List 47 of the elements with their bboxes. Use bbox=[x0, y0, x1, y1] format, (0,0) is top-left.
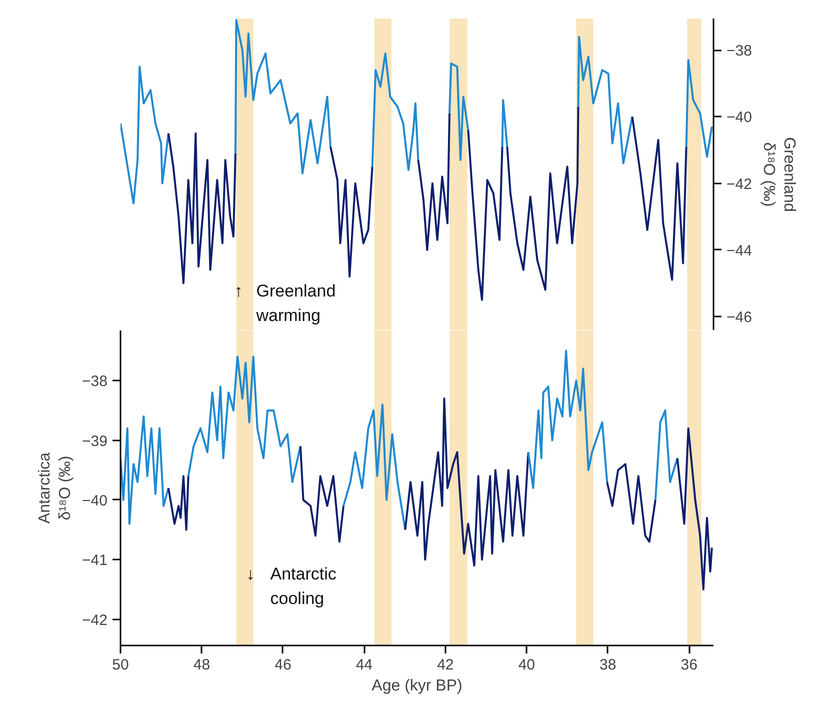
annotation: Antarctic cooling bbox=[270, 564, 337, 608]
y2-tick-label: −46 bbox=[726, 309, 752, 326]
y-axis-title: Antarctica δ¹⁸O (‰) bbox=[36, 452, 74, 524]
line-series bbox=[120, 415, 170, 525]
line-series bbox=[404, 398, 530, 567]
x-tick-label: 46 bbox=[274, 656, 292, 674]
line-series bbox=[606, 463, 656, 543]
line-series bbox=[167, 475, 190, 531]
line-series bbox=[654, 409, 678, 501]
x-tick-label: 48 bbox=[193, 656, 210, 674]
x-tick-label: 36 bbox=[680, 656, 698, 674]
y2-tick-label: −42 bbox=[726, 176, 752, 193]
line-series bbox=[120, 66, 170, 204]
line-series bbox=[506, 106, 580, 291]
y2-axis-title: Greenland δ¹⁸O (‰) bbox=[760, 137, 798, 212]
x-tick-label: 38 bbox=[600, 656, 616, 674]
y-tick-label: −39 bbox=[82, 432, 108, 450]
x-tick-label: 44 bbox=[356, 656, 373, 674]
line-series bbox=[234, 19, 332, 174]
x-tick-label: 42 bbox=[437, 656, 454, 674]
line-series bbox=[329, 146, 374, 278]
line-series bbox=[685, 59, 713, 158]
y-tick-label: −40 bbox=[82, 492, 108, 510]
annotation: ↑ bbox=[234, 282, 243, 300]
line-series bbox=[417, 112, 450, 251]
line-series bbox=[448, 62, 470, 162]
y-tick-label: −42 bbox=[82, 612, 108, 629]
x-tick-label: 50 bbox=[112, 656, 129, 674]
line-series bbox=[631, 116, 688, 281]
annotation: ↓ bbox=[246, 564, 255, 584]
y2-tick-label: −40 bbox=[726, 109, 752, 126]
line-series bbox=[342, 403, 406, 531]
y-tick-label: −41 bbox=[82, 552, 108, 570]
line-series bbox=[299, 445, 344, 543]
x-axis-title: Age (kyr BP) bbox=[372, 678, 462, 694]
line-series bbox=[371, 52, 420, 172]
line-series bbox=[187, 356, 302, 484]
y2-tick-label: −44 bbox=[726, 242, 752, 260]
line-series bbox=[676, 427, 713, 590]
line-series bbox=[167, 132, 236, 284]
line-series bbox=[577, 36, 634, 164]
annotation: Greenland warming bbox=[255, 282, 336, 326]
line-series bbox=[527, 350, 608, 489]
y2-tick-label: −38 bbox=[726, 42, 752, 60]
line-series bbox=[467, 129, 504, 301]
y-tick-label: −38 bbox=[82, 373, 108, 390]
x-tick-label: 40 bbox=[518, 656, 536, 674]
